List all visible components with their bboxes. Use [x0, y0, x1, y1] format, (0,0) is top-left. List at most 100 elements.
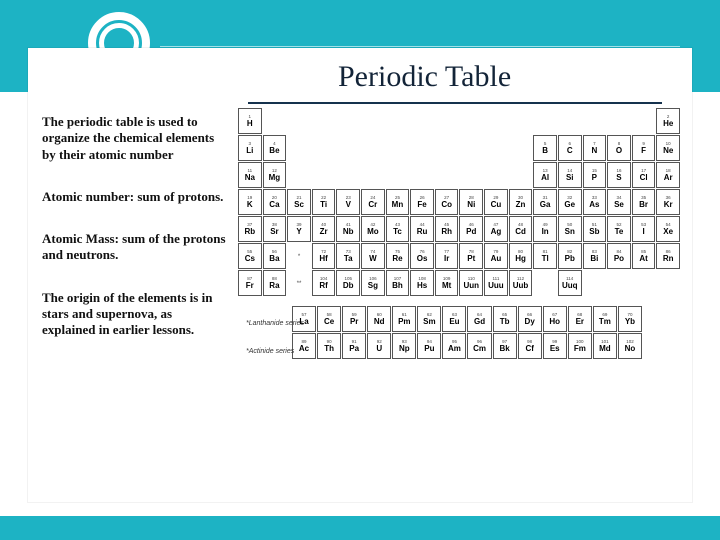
element-cell: 56Ba: [263, 243, 287, 269]
element-cell: 37Rb: [238, 216, 262, 242]
element-cell: 12Mg: [263, 162, 287, 188]
element-cell: 95Am: [442, 333, 466, 359]
element-cell: 69Tm: [593, 306, 617, 332]
element-cell: 34Se: [607, 189, 631, 215]
actinide-label: *Actinide series: [246, 338, 304, 366]
element-cell: 105Db: [336, 270, 360, 296]
element-cell: 31Ga: [533, 189, 557, 215]
header-rule: [160, 46, 680, 47]
element-cell: 24Cr: [361, 189, 385, 215]
element-cell: 98Cf: [518, 333, 542, 359]
element-cell: 47Ag: [484, 216, 508, 242]
element-cell: 36Kr: [656, 189, 680, 215]
element-cell: 16S: [607, 162, 631, 188]
element-cell: 7N: [583, 135, 607, 161]
element-cell: 25Mn: [386, 189, 410, 215]
element-cell: 10Ne: [656, 135, 680, 161]
element-cell: 110Uun: [459, 270, 483, 296]
element-cell: 13Al: [533, 162, 557, 188]
content-panel: Periodic Table The periodic table is use…: [28, 48, 692, 502]
element-cell: 67Ho: [543, 306, 567, 332]
element-cell: 90Th: [317, 333, 341, 359]
element-cell: 52Te: [607, 216, 631, 242]
element-cell: 39Y: [287, 216, 311, 242]
element-cell: 101Md: [593, 333, 617, 359]
periodic-table-fblock: 57La58Ce59Pr60Nd61Pm62Sm63Eu64Gd65Tb66Dy…: [292, 306, 642, 359]
element-cell: 38Sr: [263, 216, 287, 242]
element-cell: 49In: [533, 216, 557, 242]
element-cell: 8O: [607, 135, 631, 161]
element-cell: 107Bh: [386, 270, 410, 296]
paragraph: The origin of the elements is in stars a…: [42, 290, 228, 339]
element-cell: 73Ta: [336, 243, 360, 269]
element-cell: 78Pt: [459, 243, 483, 269]
element-cell: 99Es: [543, 333, 567, 359]
element-cell: 79Au: [484, 243, 508, 269]
element-cell: 60Nd: [367, 306, 391, 332]
element-cell: 3Li: [238, 135, 262, 161]
element-cell: 72Hf: [312, 243, 336, 269]
element-cell: 4Be: [263, 135, 287, 161]
element-cell: 87Fr: [238, 270, 262, 296]
element-cell: 50Sn: [558, 216, 582, 242]
placeholder-cell: *: [287, 243, 311, 269]
element-cell: 92U: [367, 333, 391, 359]
element-cell: 26Fe: [410, 189, 434, 215]
element-cell: 108Hs: [410, 270, 434, 296]
element-cell: 42Mo: [361, 216, 385, 242]
element-cell: 75Re: [386, 243, 410, 269]
element-cell: 48Cd: [509, 216, 533, 242]
teal-banner-bottom: [0, 516, 720, 540]
element-cell: 41Nb: [336, 216, 360, 242]
element-cell: 68Er: [568, 306, 592, 332]
title-underline: [248, 102, 662, 104]
element-cell: 76Os: [410, 243, 434, 269]
element-cell: 23V: [336, 189, 360, 215]
element-cell: 97Bk: [493, 333, 517, 359]
element-cell: 81Tl: [533, 243, 557, 269]
element-cell: 106Sg: [361, 270, 385, 296]
element-cell: 85At: [632, 243, 656, 269]
element-cell: 2He: [656, 108, 680, 134]
element-cell: 27Co: [435, 189, 459, 215]
series-labels: *Lanthanide series *Actinide series: [246, 310, 304, 366]
element-cell: 102No: [618, 333, 642, 359]
element-cell: 5B: [533, 135, 557, 161]
page-title: Periodic Table: [338, 60, 511, 94]
element-cell: 111Uuu: [484, 270, 508, 296]
element-cell: 30Zn: [509, 189, 533, 215]
element-cell: 64Gd: [467, 306, 491, 332]
element-cell: 44Ru: [410, 216, 434, 242]
slide-frame: Periodic Table The periodic table is use…: [0, 0, 720, 540]
element-cell: 58Ce: [317, 306, 341, 332]
element-cell: 109Mt: [435, 270, 459, 296]
paragraph: Atomic number: sum of protons.: [42, 189, 228, 205]
element-cell: 17Cl: [632, 162, 656, 188]
element-cell: 20Ca: [263, 189, 287, 215]
element-cell: 80Hg: [509, 243, 533, 269]
lanthanide-label: *Lanthanide series: [246, 310, 304, 338]
element-cell: 21Sc: [287, 189, 311, 215]
placeholder-cell: **: [287, 270, 311, 296]
element-cell: 83Bi: [583, 243, 607, 269]
element-cell: 96Cm: [467, 333, 491, 359]
element-cell: 91Pa: [342, 333, 366, 359]
element-cell: 9F: [632, 135, 656, 161]
element-cell: 55Cs: [238, 243, 262, 269]
element-cell: 43Tc: [386, 216, 410, 242]
element-cell: 45Rh: [435, 216, 459, 242]
element-cell: 59Pr: [342, 306, 366, 332]
element-cell: 22Ti: [312, 189, 336, 215]
element-cell: 86Rn: [656, 243, 680, 269]
element-cell: 28Ni: [459, 189, 483, 215]
element-cell: 112Uub: [509, 270, 533, 296]
element-cell: 6C: [558, 135, 582, 161]
element-cell: 46Pd: [459, 216, 483, 242]
element-cell: 11Na: [238, 162, 262, 188]
element-cell: 51Sb: [583, 216, 607, 242]
element-cell: 74W: [361, 243, 385, 269]
element-cell: 63Eu: [442, 306, 466, 332]
element-cell: 65Tb: [493, 306, 517, 332]
element-cell: 82Pb: [558, 243, 582, 269]
element-cell: 33As: [583, 189, 607, 215]
